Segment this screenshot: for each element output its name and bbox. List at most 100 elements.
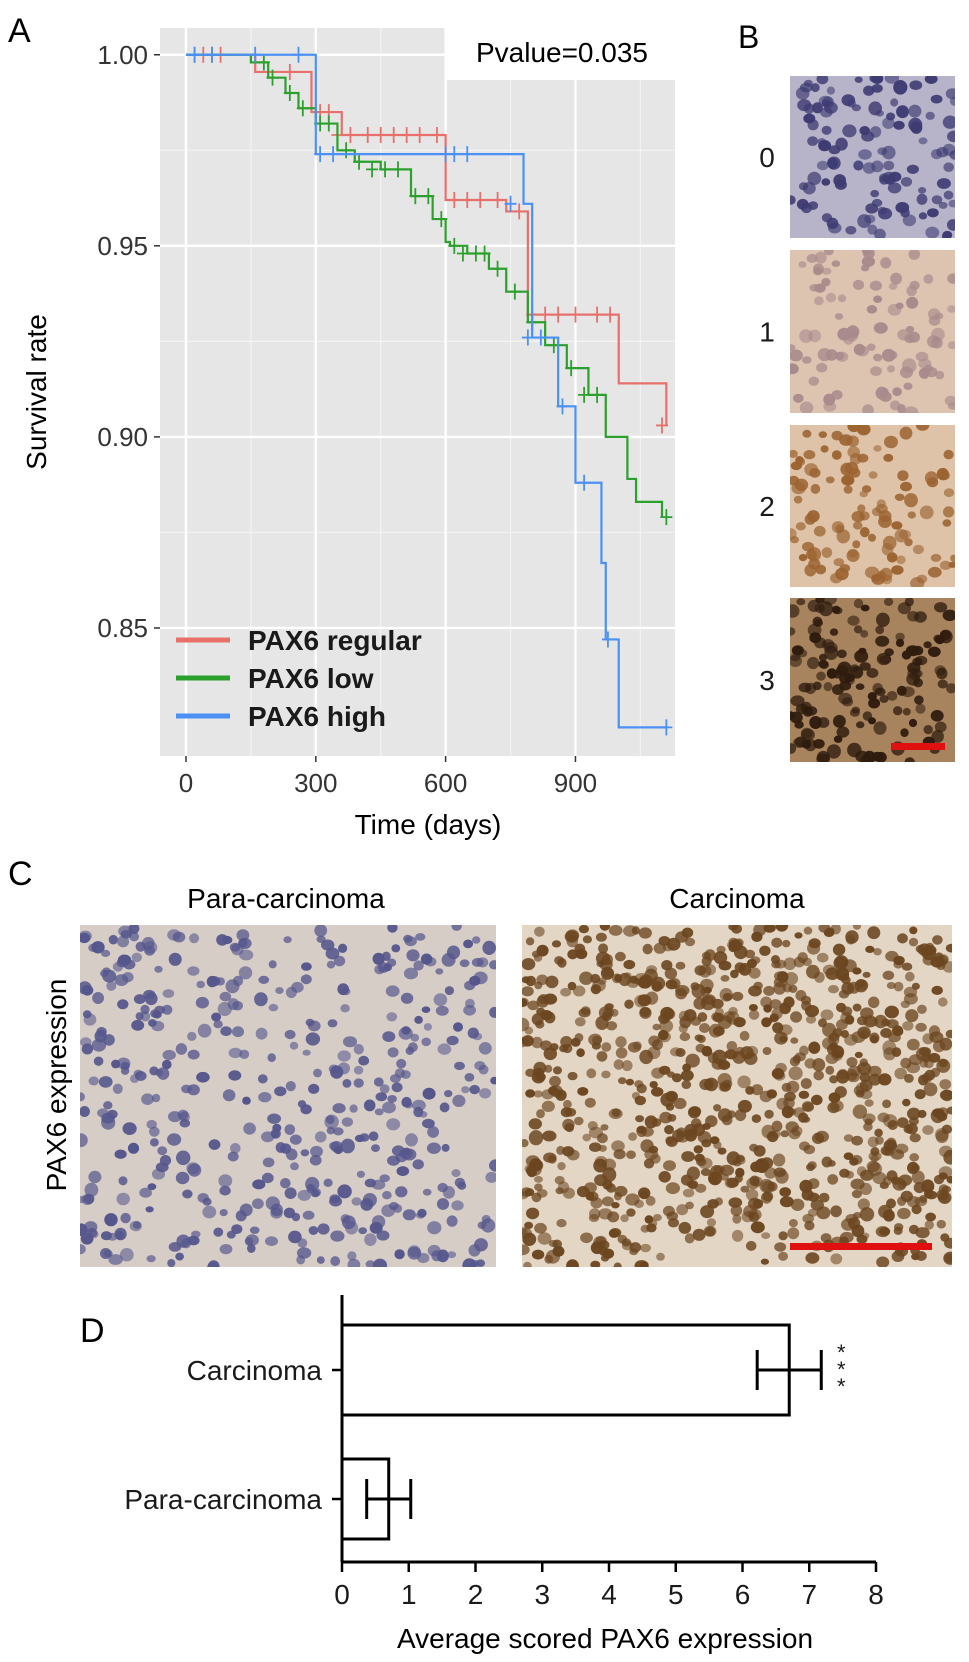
nucleus <box>904 757 915 762</box>
nucleus <box>600 1254 610 1262</box>
nucleus <box>833 714 846 728</box>
nucleus <box>948 199 955 208</box>
nucleus <box>910 577 925 587</box>
nucleus <box>544 1064 553 1073</box>
nucleus <box>305 1032 321 1046</box>
nucleus <box>793 1107 805 1118</box>
nucleus <box>275 987 284 994</box>
nucleus <box>150 1009 161 1018</box>
nucleus <box>574 1033 584 1043</box>
nucleus <box>802 429 812 438</box>
nucleus <box>601 1196 614 1207</box>
nucleus <box>270 1203 283 1217</box>
nucleus <box>834 313 844 320</box>
nucleus <box>543 993 558 1005</box>
nucleus <box>621 1060 633 1072</box>
nucleus <box>813 1070 824 1081</box>
nucleus <box>790 655 802 667</box>
censor-mark <box>435 211 448 228</box>
nucleus <box>908 250 921 260</box>
nucleus <box>783 957 797 971</box>
nucleus <box>676 1131 690 1143</box>
nucleus <box>949 150 955 160</box>
nucleus <box>219 1185 231 1196</box>
nucleus <box>588 1033 602 1046</box>
nucleus <box>593 1158 607 1173</box>
nucleus <box>317 1223 330 1235</box>
nucleus <box>726 1011 740 1025</box>
nucleus <box>542 1130 557 1142</box>
nucleus <box>859 1072 871 1083</box>
nucleus <box>868 1073 882 1086</box>
nucleus <box>584 1182 597 1194</box>
nucleus <box>327 1019 338 1028</box>
nucleus <box>812 102 823 114</box>
nucleus <box>168 1242 182 1252</box>
nucleus <box>104 1213 118 1227</box>
nucleus <box>396 1166 410 1177</box>
nucleus <box>759 1178 774 1193</box>
nucleus <box>807 510 820 523</box>
nucleus <box>734 938 744 947</box>
nucleus <box>175 1043 188 1055</box>
nucleus <box>731 991 744 1002</box>
nucleus <box>816 362 828 373</box>
nucleus <box>871 160 884 173</box>
nucleus <box>93 1056 104 1066</box>
nucleus <box>589 1142 602 1152</box>
nucleus <box>832 943 846 956</box>
nucleus <box>773 981 786 995</box>
nucleus <box>819 660 829 670</box>
nucleus <box>821 547 833 558</box>
survival-ylabel: Survival rate <box>21 314 52 470</box>
nucleus <box>946 1175 952 1184</box>
nucleus <box>788 1066 803 1081</box>
nucleus <box>341 987 351 996</box>
nucleus <box>601 1070 611 1079</box>
nucleus <box>808 1041 821 1054</box>
nucleus <box>803 450 816 460</box>
censor-mark <box>361 127 374 144</box>
nucleus <box>636 1083 647 1094</box>
nucleus <box>219 1209 228 1217</box>
nucleus <box>120 1066 130 1075</box>
nucleus <box>846 435 859 447</box>
nucleus <box>833 558 845 567</box>
nucleus <box>726 1177 739 1188</box>
nucleus <box>734 962 746 973</box>
nucleus <box>849 453 862 465</box>
nucleus <box>780 1130 790 1138</box>
nucleus <box>351 1197 362 1206</box>
nucleus <box>798 261 807 268</box>
nucleus <box>845 1213 858 1224</box>
nucleus <box>651 976 666 991</box>
nucleus <box>731 1229 744 1242</box>
nucleus <box>947 305 955 313</box>
nucleus <box>826 744 841 759</box>
nucleus <box>862 971 871 978</box>
nucleus <box>899 426 913 440</box>
nucleus <box>467 1027 479 1039</box>
nucleus <box>950 554 955 562</box>
nucleus <box>760 996 772 1008</box>
nucleus <box>119 1248 134 1262</box>
nucleus <box>804 1220 815 1231</box>
significance-star: * <box>837 1357 846 1382</box>
nucleus <box>906 1062 921 1074</box>
significance-marker: *** <box>837 1340 846 1399</box>
nucleus <box>382 1031 396 1042</box>
nucleus <box>139 1187 152 1198</box>
nucleus <box>895 1143 909 1154</box>
nucleus <box>769 999 782 1010</box>
nucleus <box>794 932 803 939</box>
nucleus <box>232 1026 244 1038</box>
nucleus <box>525 937 535 946</box>
nucleus <box>615 1036 627 1048</box>
nucleus <box>864 1099 874 1107</box>
nucleus <box>551 940 562 948</box>
nucleus <box>688 1106 702 1117</box>
nucleus <box>639 974 653 987</box>
nucleus <box>590 1260 601 1267</box>
nucleus <box>916 193 928 205</box>
nucleus <box>332 1103 346 1114</box>
